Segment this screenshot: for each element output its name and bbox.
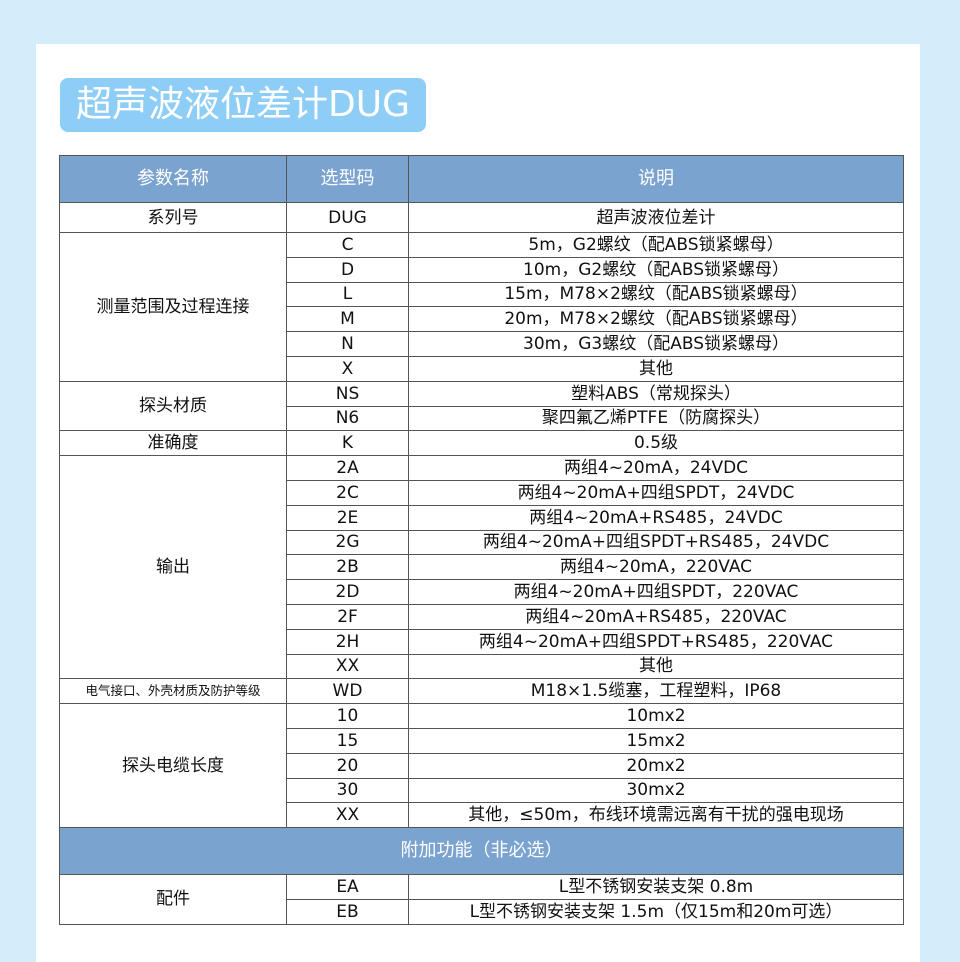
code-cell: XX bbox=[286, 653, 409, 680]
table-row: EB L型不锈钢安装支架 1.5m（仅15m和20m可选） bbox=[60, 898, 904, 925]
param-name: 探头电缆长度 bbox=[59, 703, 287, 829]
description-cell: 其他 bbox=[408, 653, 904, 680]
table-row: N6 聚四氟乙烯PTFE（防腐探头） bbox=[60, 405, 904, 432]
code-cell: N bbox=[286, 331, 409, 357]
description-cell: 其他 bbox=[408, 355, 904, 382]
description-cell: 超声波液位差计 bbox=[408, 202, 904, 233]
code-cell: X bbox=[286, 355, 409, 382]
code-cell: DUG bbox=[286, 202, 409, 233]
table-row: 准确度 K 0.5级 bbox=[59, 430, 904, 457]
description-cell: 15m，M78×2螺纹（配ABS锁紧螺母） bbox=[408, 281, 904, 308]
table-row: 探头材质 NS 塑料ABS（常规探头） bbox=[59, 380, 904, 432]
code-cell: 2B bbox=[286, 554, 409, 581]
description-cell: L型不锈钢安装支架 1.5m（仅15m和20m可选） bbox=[408, 898, 904, 925]
table-row: XX 其他，≤50m，布线环境需远离有干扰的强电现场 bbox=[60, 802, 904, 829]
table-row: 15 15mx2 bbox=[60, 727, 904, 754]
code-cell: WD bbox=[286, 678, 409, 705]
description-cell: 20mx2 bbox=[408, 752, 904, 779]
subheader-optional: 附加功能（非必选） bbox=[59, 827, 904, 876]
code-cell: 2A bbox=[286, 455, 409, 481]
description-cell: 两组4~20mA+四组SPDT，24VDC bbox=[408, 479, 904, 506]
code-cell: D bbox=[286, 256, 409, 283]
code-cell: EA bbox=[286, 874, 409, 900]
header-param: 参数名称 bbox=[59, 155, 287, 203]
table-row: 电气接口、外壳材质及防护等级 WD M18×1.5缆塞，工程塑料，IP68 bbox=[59, 678, 904, 705]
table-row: D 10m，G2螺纹（配ABS锁紧螺母） bbox=[60, 256, 904, 283]
table-row: 测量范围及过程连接 C 5m，G2螺纹（配ABS锁紧螺母） bbox=[59, 232, 904, 382]
code-cell: NS bbox=[286, 380, 409, 407]
table-header: 参数名称 选型码 说明 bbox=[59, 155, 904, 203]
code-cell: 20 bbox=[286, 752, 409, 779]
description-cell: 两组4~20mA，220VAC bbox=[408, 554, 904, 581]
param-name: 测量范围及过程连接 bbox=[59, 232, 287, 382]
description-cell: 30m，G3螺纹（配ABS锁紧螺母） bbox=[408, 331, 904, 357]
table-row: 2D 两组4~20mA+四组SPDT，220VAC bbox=[60, 579, 904, 605]
page-title: 超声波液位差计DUG bbox=[60, 78, 426, 132]
header-code: 选型码 bbox=[286, 155, 409, 203]
table-row: 20 20mx2 bbox=[60, 752, 904, 779]
description-cell: 0.5级 bbox=[408, 430, 904, 457]
table-row: 2F 两组4~20mA+RS485，220VAC bbox=[60, 603, 904, 630]
description-cell: 塑料ABS（常规探头） bbox=[408, 380, 904, 407]
description-cell: 两组4~20mA，24VDC bbox=[408, 455, 904, 481]
param-name: 输出 bbox=[59, 455, 287, 680]
code-cell: 15 bbox=[286, 727, 409, 754]
param-name: 准确度 bbox=[59, 430, 287, 457]
description-cell: 10m，G2螺纹（配ABS锁紧螺母） bbox=[408, 256, 904, 283]
param-name: 电气接口、外壳材质及防护等级 bbox=[59, 678, 287, 705]
code-cell: L bbox=[286, 281, 409, 308]
description-cell: 其他，≤50m，布线环境需远离有干扰的强电现场 bbox=[408, 802, 904, 829]
table-row: 2C 两组4~20mA+四组SPDT，24VDC bbox=[60, 479, 904, 506]
code-cell: K bbox=[286, 430, 409, 457]
table-row: 探头电缆长度 10 10mx2 bbox=[59, 703, 904, 829]
header-desc: 说明 bbox=[408, 155, 904, 203]
code-cell: XX bbox=[286, 802, 409, 829]
table-row: N 30m，G3螺纹（配ABS锁紧螺母） bbox=[60, 331, 904, 357]
spec-table: 参数名称 选型码 说明 系列号 DUG 超声波液位差计 测量范围及过程连接 C 5m，G2… bbox=[59, 155, 904, 925]
description-cell: 5m，G2螺纹（配ABS锁紧螺母） bbox=[408, 232, 904, 258]
description-cell: 两组4~20mA+四组SPDT+RS485，220VAC bbox=[408, 628, 904, 655]
code-cell: C bbox=[286, 232, 409, 258]
code-cell: 30 bbox=[286, 777, 409, 804]
code-cell: 2D bbox=[286, 579, 409, 605]
code-cell: N6 bbox=[286, 405, 409, 432]
description-cell: 两组4~20mA+四组SPDT，220VAC bbox=[408, 579, 904, 605]
description-cell: 两组4~20mA+RS485，24VDC bbox=[408, 504, 904, 531]
code-cell: 2C bbox=[286, 479, 409, 506]
description-cell: L型不锈钢安装支架 0.8m bbox=[408, 874, 904, 900]
table-row: 系列号 DUG 超声波液位差计 bbox=[59, 202, 904, 233]
table-row: 30 30mx2 bbox=[60, 777, 904, 804]
table-row: 2B 两组4~20mA，220VAC bbox=[60, 554, 904, 581]
description-cell: 聚四氟乙烯PTFE（防腐探头） bbox=[408, 405, 904, 432]
code-cell: EB bbox=[286, 898, 409, 925]
table-row: XX 其他 bbox=[60, 653, 904, 680]
param-name: 探头材质 bbox=[59, 380, 287, 432]
table-row: 2E 两组4~20mA+RS485，24VDC bbox=[60, 504, 904, 531]
description-cell: M18×1.5缆塞，工程塑料，IP68 bbox=[408, 678, 904, 705]
description-cell: 10mx2 bbox=[408, 703, 904, 729]
code-cell: 2G bbox=[286, 529, 409, 556]
param-name: 系列号 bbox=[59, 202, 287, 233]
table-row: L 15m，M78×2螺纹（配ABS锁紧螺母） bbox=[60, 281, 904, 308]
table-row: 输出 2A 两组4~20mA，24VDC bbox=[59, 455, 904, 680]
param-name: 配件 bbox=[59, 874, 287, 925]
code-cell: 10 bbox=[286, 703, 409, 729]
code-cell: 2H bbox=[286, 628, 409, 655]
code-cell: 2F bbox=[286, 603, 409, 630]
description-cell: 15mx2 bbox=[408, 727, 904, 754]
table-row: 配件 EA L型不锈钢安装支架 0.8m bbox=[59, 874, 904, 925]
description-cell: 20m，M78×2螺纹（配ABS锁紧螺母） bbox=[408, 306, 904, 333]
code-cell: 2E bbox=[286, 504, 409, 531]
description-cell: 两组4~20mA+RS485，220VAC bbox=[408, 603, 904, 630]
table-row: 2H 两组4~20mA+四组SPDT+RS485，220VAC bbox=[60, 628, 904, 655]
table-row: 2G 两组4~20mA+四组SPDT+RS485，24VDC bbox=[60, 529, 904, 556]
code-cell: M bbox=[286, 306, 409, 333]
description-cell: 30mx2 bbox=[408, 777, 904, 804]
description-cell: 两组4~20mA+四组SPDT+RS485，24VDC bbox=[408, 529, 904, 556]
